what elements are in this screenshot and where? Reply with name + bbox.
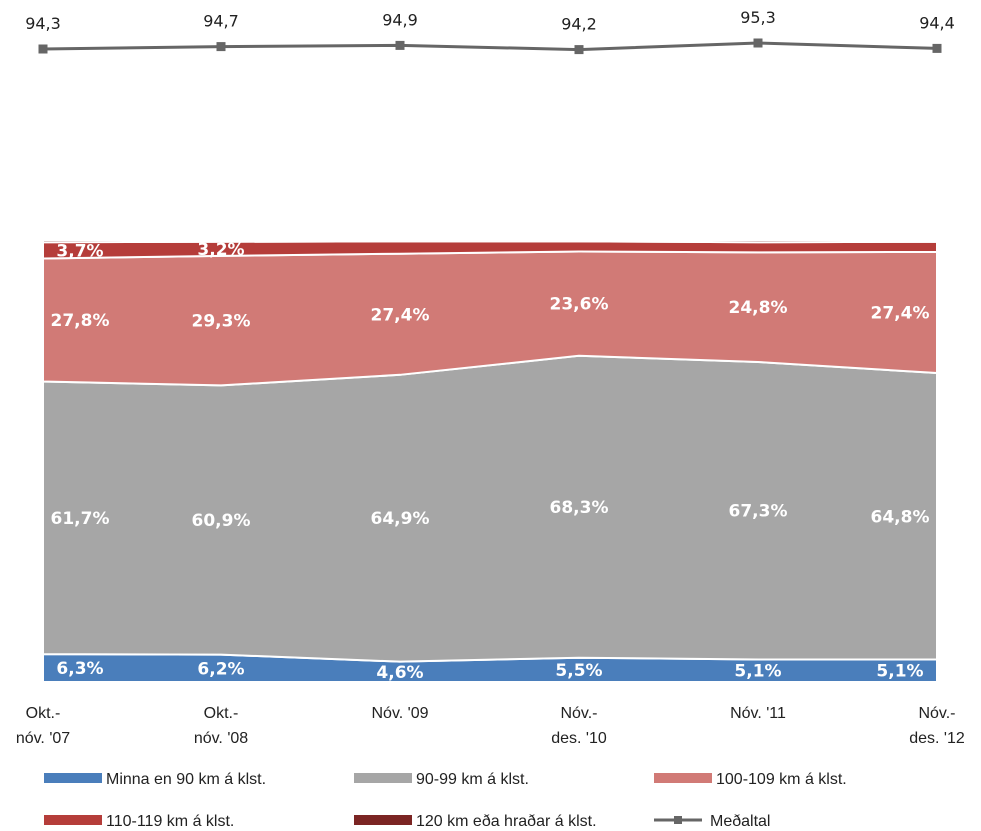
average-label: 95,3 bbox=[740, 8, 776, 27]
average-marker bbox=[395, 40, 405, 50]
legend-label: 120 km eða hraðar á klst. bbox=[416, 813, 597, 830]
legend-label: 90-99 km á klst. bbox=[416, 771, 529, 788]
data-label: 27,8% bbox=[51, 311, 110, 331]
average-label: 94,3 bbox=[25, 14, 61, 33]
data-label: 68,3% bbox=[550, 498, 609, 518]
average-marker bbox=[574, 45, 584, 55]
data-label: 24,8% bbox=[729, 298, 788, 318]
legend-label: Minna en 90 km á klst. bbox=[106, 771, 266, 788]
data-label: 3,7% bbox=[56, 241, 103, 261]
average-marker bbox=[932, 43, 942, 53]
data-label: 27,4% bbox=[371, 305, 430, 325]
x-tick-label: Nóv. '11 bbox=[730, 705, 786, 722]
average-label: 94,9 bbox=[382, 10, 418, 29]
area-data-labels: 6,3% 6,2% 4,6% 5,5% 5,1% 5,1% 61,7% 60,9% 64,9% 6… bbox=[51, 240, 930, 683]
legend-marker bbox=[674, 816, 682, 824]
stacked-areas bbox=[42, 239, 938, 683]
data-label: 67,3% bbox=[729, 502, 788, 522]
average-label: 94,7 bbox=[203, 12, 239, 31]
data-label: 27,4% bbox=[871, 303, 930, 323]
legend-item-110-119-km-a-klst: 110-119 km á klst. bbox=[44, 813, 234, 830]
average-marker bbox=[38, 44, 48, 54]
area-90-99-km-a-klst bbox=[42, 354, 938, 663]
legend-label: 110-119 km á klst. bbox=[106, 813, 234, 830]
average-line: 94,3 94,7 94,9 94,2 95,3 94,4 bbox=[25, 8, 955, 55]
area-100-109-km-a-klst bbox=[42, 250, 938, 387]
legend-swatch bbox=[354, 815, 412, 825]
x-tick-label: Nóv. '09 bbox=[371, 705, 428, 722]
data-label: 64,9% bbox=[371, 509, 430, 529]
legend-label: 100-109 km á klst. bbox=[716, 771, 847, 788]
legend-swatch bbox=[654, 773, 712, 783]
data-label: 23,6% bbox=[550, 295, 609, 315]
data-label: 29,3% bbox=[192, 312, 251, 332]
legend-item-90-99-km-a-klst: 90-99 km á klst. bbox=[354, 771, 529, 788]
x-tick-label: Nóv.-des. '10 bbox=[551, 705, 607, 747]
data-label: 5,1% bbox=[734, 662, 781, 682]
legend-item-120-km-e-a-hra-ar-a-klst: 120 km eða hraðar á klst. bbox=[354, 813, 597, 830]
legend-item-100-109-km-a-klst: 100-109 km á klst. bbox=[654, 771, 847, 788]
x-tick-label: Okt.-nóv. '08 bbox=[194, 705, 248, 747]
x-axis-tick-labels: Okt.-nóv. '07 Okt.-nóv. '08 Nóv. '09 Nóv.-d… bbox=[16, 705, 965, 747]
average-line-path bbox=[42, 41, 938, 52]
legend-item-me-altal: Meðaltal bbox=[654, 813, 770, 830]
legend-item-minna-en-90-km-a-klst: Minna en 90 km á klst. bbox=[44, 771, 266, 788]
data-label: 4,6% bbox=[376, 663, 423, 683]
area-120-km-e-a-hra-ar-a-klst bbox=[42, 239, 938, 244]
legend-swatch bbox=[44, 815, 102, 825]
legend: Minna en 90 km á klst. 90-99 km á klst. 10… bbox=[44, 771, 847, 830]
legend-swatch bbox=[44, 773, 102, 783]
data-label: 6,3% bbox=[56, 659, 103, 679]
data-label: 3,2% bbox=[197, 240, 244, 260]
average-label: 94,2 bbox=[561, 15, 597, 34]
x-tick-label: Okt.-nóv. '07 bbox=[16, 705, 70, 747]
data-label: 60,9% bbox=[192, 511, 251, 531]
data-label: 61,7% bbox=[51, 509, 110, 529]
data-label: 5,1% bbox=[876, 662, 923, 682]
average-label: 94,4 bbox=[919, 13, 955, 32]
data-label: 64,8% bbox=[871, 507, 930, 527]
data-label: 5,5% bbox=[555, 661, 602, 681]
legend-swatch bbox=[354, 773, 412, 783]
legend-label: Meðaltal bbox=[710, 813, 770, 830]
average-marker bbox=[216, 42, 226, 52]
average-marker bbox=[753, 38, 763, 48]
data-label: 6,2% bbox=[197, 659, 244, 679]
x-tick-label: Nóv.-des. '12 bbox=[909, 705, 965, 747]
